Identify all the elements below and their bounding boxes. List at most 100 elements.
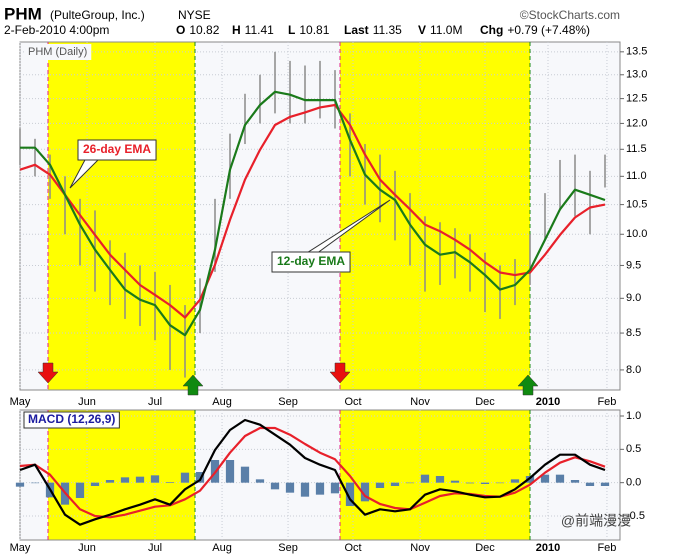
signal-zone [48,410,195,540]
histogram-bar [270,482,280,490]
callout-label: 26-day EMA [83,142,151,156]
y-tick-label: 1.0 [626,410,641,422]
histogram-bar [225,460,235,483]
panel: -0.5 0.0 0.5 1.0 May Jun Jul Aug Sep Oct Nov Dec 201… [10,409,645,554]
histogram-bar [510,479,520,483]
y-tick-label: 8.5 [626,327,641,339]
histogram-bar [180,472,190,483]
quote-value: 10.81 [299,23,329,37]
signal-zone [340,410,530,540]
x-tick-label: Oct [344,542,361,554]
histogram-bar [390,482,400,486]
y-tick-label: 12.5 [626,93,647,105]
histogram-bar [495,482,505,484]
quote-label: V [418,23,426,37]
title-box [23,411,120,429]
histogram-bar [450,480,460,483]
quote-value: 10.82 [189,23,219,37]
x-tick-label: Nov [410,542,430,554]
histogram-bar [150,475,160,483]
panels: 8.0 8.5 9.0 9.5 10.0 10.5 11.0 11.5 12.0 12.5 13.0… [10,41,647,554]
x-tick-label: Dec [475,396,495,408]
histogram-bar [120,477,130,483]
series-line [20,90,606,337]
histogram-bar [300,482,310,497]
histogram-bar [435,476,445,483]
quote-label: H [232,23,241,37]
buy-arrow [517,374,539,396]
x-tick-label: Jul [148,396,162,408]
quote-value: +0.79 (+7.48%) [507,23,590,37]
y-tick-label: 8.0 [626,364,641,376]
histogram-bar [585,482,595,486]
y-tick-label: -0.5 [626,510,645,522]
exchange: NYSE [178,8,211,22]
histogram-bar [360,482,370,502]
histogram-bar [105,480,115,483]
histogram-bar [570,480,580,483]
histogram-bar [195,472,205,483]
x-tick-label: Sep [278,396,298,408]
y-tick-label: 13.5 [626,46,647,58]
series-line [19,418,606,526]
x-tick-label: Jun [78,542,96,554]
buy-arrow [182,374,204,396]
signal-zone [340,42,530,390]
x-tick-label: Nov [410,396,430,408]
x-tick-label: Feb [597,396,616,408]
series-line [19,103,606,319]
histogram-bar [285,482,295,493]
quote-value: 11.41 [245,23,274,37]
histogram-bar [405,482,415,484]
sell-arrow [329,362,351,384]
histogram-bar [330,482,340,494]
x-tick-label: 2010 [536,396,560,408]
histogram-bar [345,482,355,506]
y-tick-label: 13.0 [626,69,647,81]
histogram-bar [240,466,250,483]
x-tick-label: Aug [212,396,232,408]
ema-annotation: 26-day EMA [69,139,157,189]
histogram-bar [375,482,385,488]
x-tick-label: Feb [597,542,616,554]
signal-zone [48,42,195,390]
histogram-bar [480,482,490,484]
quote-label: Last [344,23,369,37]
y-tick-label: 9.0 [626,292,641,304]
company: (PulteGroup, Inc.) [50,8,145,22]
y-tick-label: 12.0 [626,117,647,129]
x-tick-label: 2010 [536,542,560,554]
histogram-bar [90,482,100,486]
callout-box [271,251,351,273]
x-tick-label: Oct [344,396,361,408]
y-tick-label: 0.0 [626,477,641,489]
histogram-bar [420,474,430,483]
series-line [19,426,606,519]
callout-label: 12-day EMA [277,254,345,268]
quote-value: 11.35 [373,23,402,37]
y-tick-label: 11.5 [626,143,647,155]
histogram-bar [315,482,325,495]
y-tick-label: 0.5 [626,443,641,455]
y-tick-label: 11.0 [626,170,647,182]
quote-value: 11.0M [430,23,462,37]
histogram-bar [135,476,145,483]
x-tick-label: May [10,396,31,408]
quote-label: L [288,23,295,37]
source: ©StockCharts.com [520,8,620,22]
histogram-bar [465,482,475,484]
x-tick-label: Sep [278,542,298,554]
sell-arrow [37,362,59,384]
symbol: PHM [4,4,42,23]
watermark: @前端漫漫 [561,513,631,529]
histogram-bar [555,474,565,483]
quote: O 10.82 H 11.41 L 10.81 Last 11.35 V 11.0M Chg +0.7… [176,23,590,37]
x-tick-label: Jun [78,396,96,408]
title-box [24,44,92,60]
histogram-bar [15,482,25,487]
quote-label: Chg [480,23,503,37]
histogram-bar [75,482,85,498]
callout-box [77,139,157,161]
y-tick-label: 10.0 [626,228,647,240]
